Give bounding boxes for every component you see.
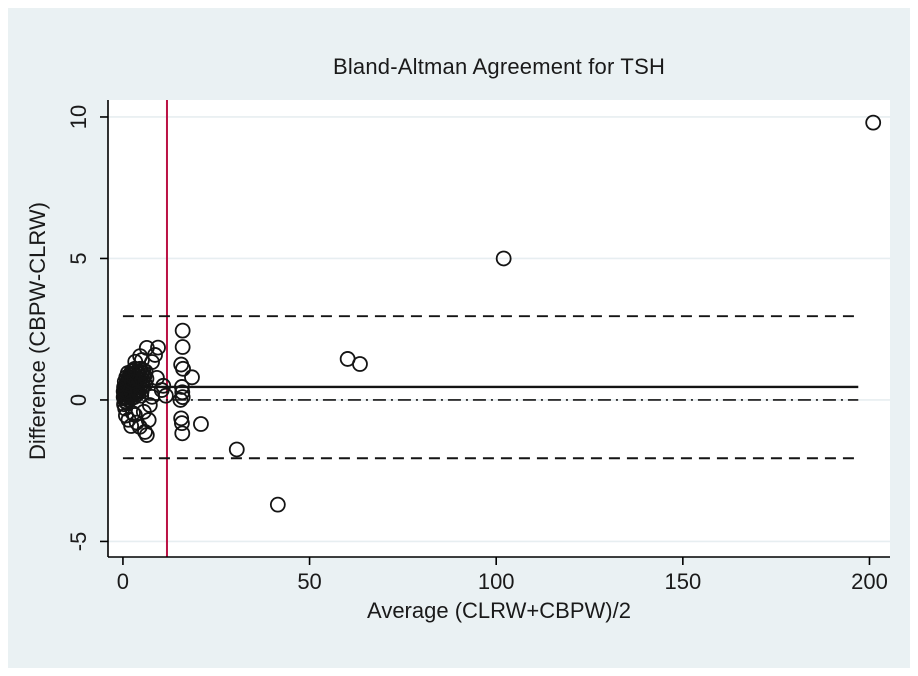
data-point [184, 369, 200, 386]
data-point [174, 415, 190, 432]
data-point [138, 370, 155, 387]
data-point [174, 339, 191, 355]
data-point [138, 427, 155, 443]
data-point [175, 360, 191, 377]
data-point [150, 339, 166, 356]
data-point [193, 416, 209, 432]
data-point [174, 322, 191, 339]
data-point [135, 377, 151, 394]
data-point [269, 496, 286, 513]
data-point [119, 365, 136, 381]
data-point [133, 387, 150, 404]
data-point [174, 384, 191, 401]
y-tick-label: 0 [66, 394, 91, 406]
x-tick-label: 100 [478, 569, 515, 594]
data-point [137, 424, 153, 440]
data-point [172, 392, 189, 408]
y-axis-label: Difference (CBPW-CLRW) [25, 202, 50, 460]
x-tick-label: 50 [297, 569, 321, 594]
data-point [228, 441, 245, 458]
y-tick-label: -5 [66, 532, 91, 552]
data-point [352, 356, 368, 372]
data-point [147, 347, 163, 363]
y-tick-label: 5 [66, 252, 91, 264]
plot-area [108, 100, 890, 557]
y-tick-label: 10 [66, 105, 91, 129]
x-tick-label: 150 [664, 569, 701, 594]
data-point [174, 425, 191, 442]
data-point [116, 379, 132, 396]
chart-title: Bland-Altman Agreement for TSH [332, 54, 666, 79]
data-point [865, 114, 882, 131]
x-tick-label: 0 [117, 569, 129, 594]
data-point [174, 389, 191, 406]
data-point [123, 373, 140, 390]
x-tick-label: 200 [851, 569, 888, 594]
data-point [495, 250, 512, 267]
x-axis-label: Average (CLRW+CBPW)/2 [367, 598, 631, 623]
data-point [135, 403, 152, 420]
